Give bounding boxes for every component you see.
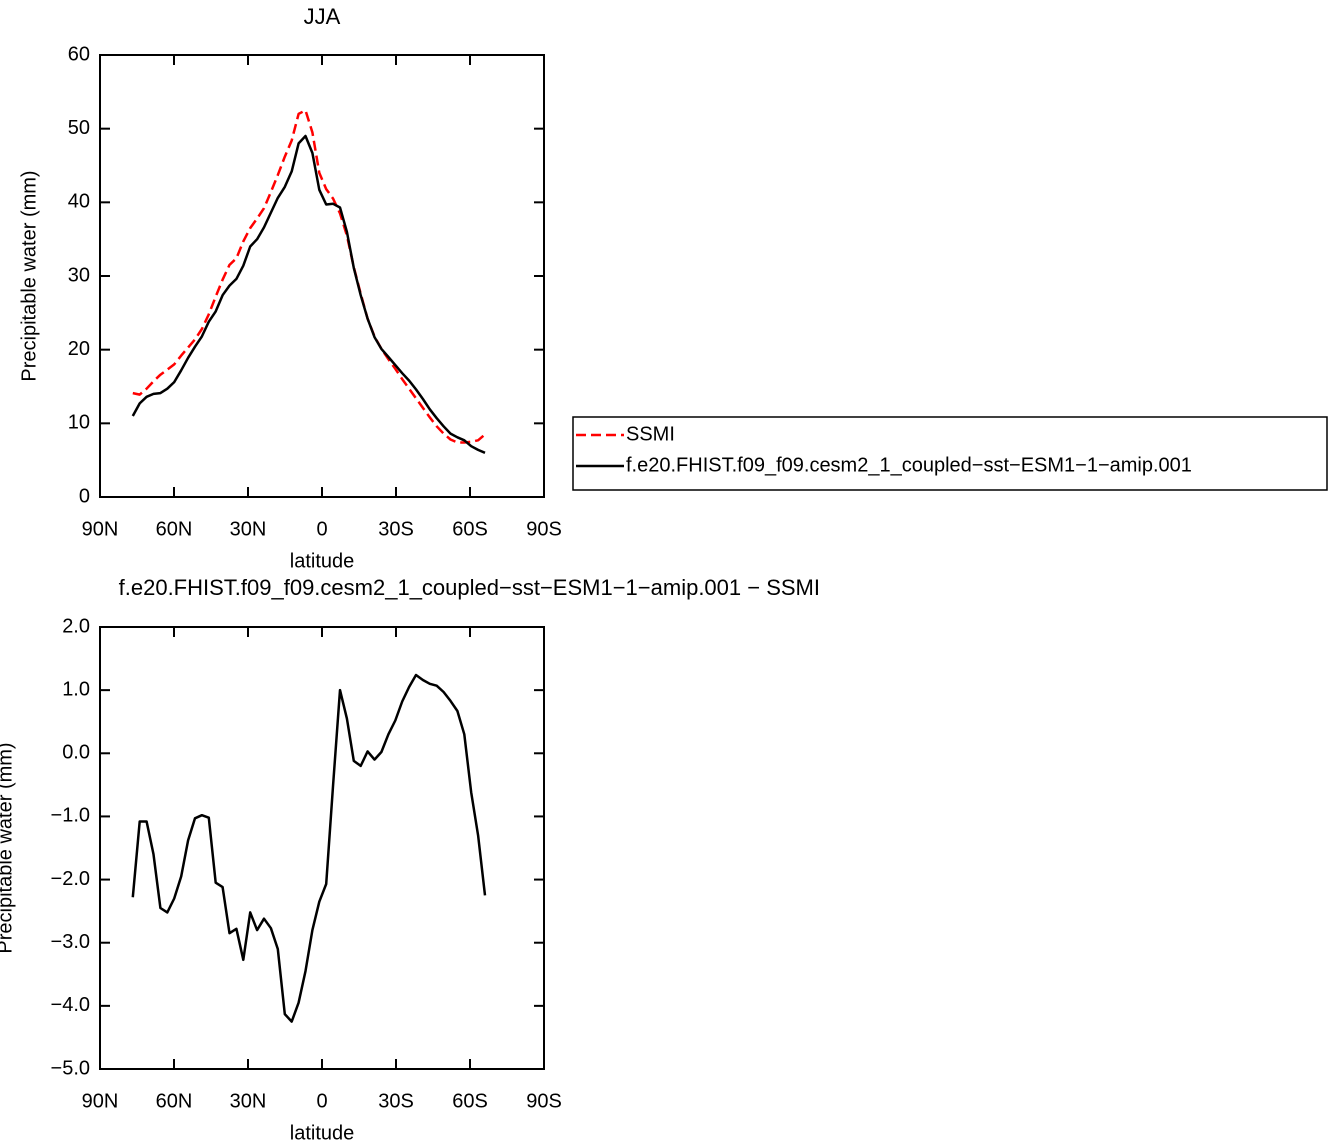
x-tick-label: 60N (156, 518, 193, 540)
panel: JJA latitude Precipitable water (mm) 0 10 20 3… (18, 4, 1328, 572)
x-tick-label: 0 (316, 518, 327, 540)
x-tick-label: 60S (452, 518, 488, 540)
legend: SSMI f.e20.FHIST.f09_f09.cesm2_1_coupled−… (572, 416, 1328, 491)
y-tick-label: 2.0 (62, 615, 90, 637)
y-tick-label: 60 (68, 43, 90, 65)
legend-box (572, 416, 1328, 491)
x-axis-label: latitude (290, 550, 355, 572)
x-tick-label: 60S (452, 1090, 488, 1112)
y-tick-label: 20 (68, 338, 90, 360)
x-tick-label: 30N (230, 518, 267, 540)
y-tick-label: −2.0 (51, 868, 90, 890)
x-tick-label: 0 (316, 1090, 327, 1112)
chart-title: f.e20.FHIST.f09_f09.cesm2_1_coupled−sst−… (119, 575, 820, 600)
y-tick-label: 50 (68, 117, 90, 139)
y-tick-label: 0.0 (62, 742, 90, 764)
y-tick-label: 30 (68, 264, 90, 286)
y-tick-label: −5.0 (51, 1057, 90, 1079)
chart-title: JJA (304, 4, 341, 29)
x-tick-label: 90S (526, 1090, 562, 1112)
x-axis-label: latitude (290, 1122, 355, 1144)
y-tick-label: −4.0 (51, 994, 90, 1016)
y-axis-label: Precipitable water (mm) (0, 742, 16, 953)
legend-label: SSMI (626, 423, 675, 445)
y-tick-label: 10 (68, 412, 90, 434)
x-tick-label: 90N (82, 518, 119, 540)
y-tick-label: 0 (79, 485, 90, 507)
panel: f.e20.FHIST.f09_f09.cesm2_1_coupled−sst−… (0, 575, 820, 1144)
series-line (131, 673, 487, 1023)
y-tick-label: −1.0 (51, 805, 90, 827)
y-tick-label: 1.0 (62, 678, 90, 700)
plot-frame (99, 626, 545, 1070)
x-tick-label: 30N (230, 1090, 267, 1112)
series-line (131, 134, 486, 454)
y-tick-label: −3.0 (51, 931, 90, 953)
x-tick-label: 30S (378, 518, 414, 540)
y-tick-label: 40 (68, 191, 90, 213)
x-tick-label: 90N (82, 1090, 119, 1112)
series-line (132, 109, 486, 444)
x-tick-label: 30S (378, 1090, 414, 1112)
y-axis-label: Precipitable water (mm) (18, 170, 40, 381)
x-tick-label: 60N (156, 1090, 193, 1112)
plot-frame (99, 54, 545, 498)
legend-label: f.e20.FHIST.f09_f09.cesm2_1_coupled−sst−… (626, 454, 1192, 476)
x-tick-label: 90S (526, 518, 562, 540)
